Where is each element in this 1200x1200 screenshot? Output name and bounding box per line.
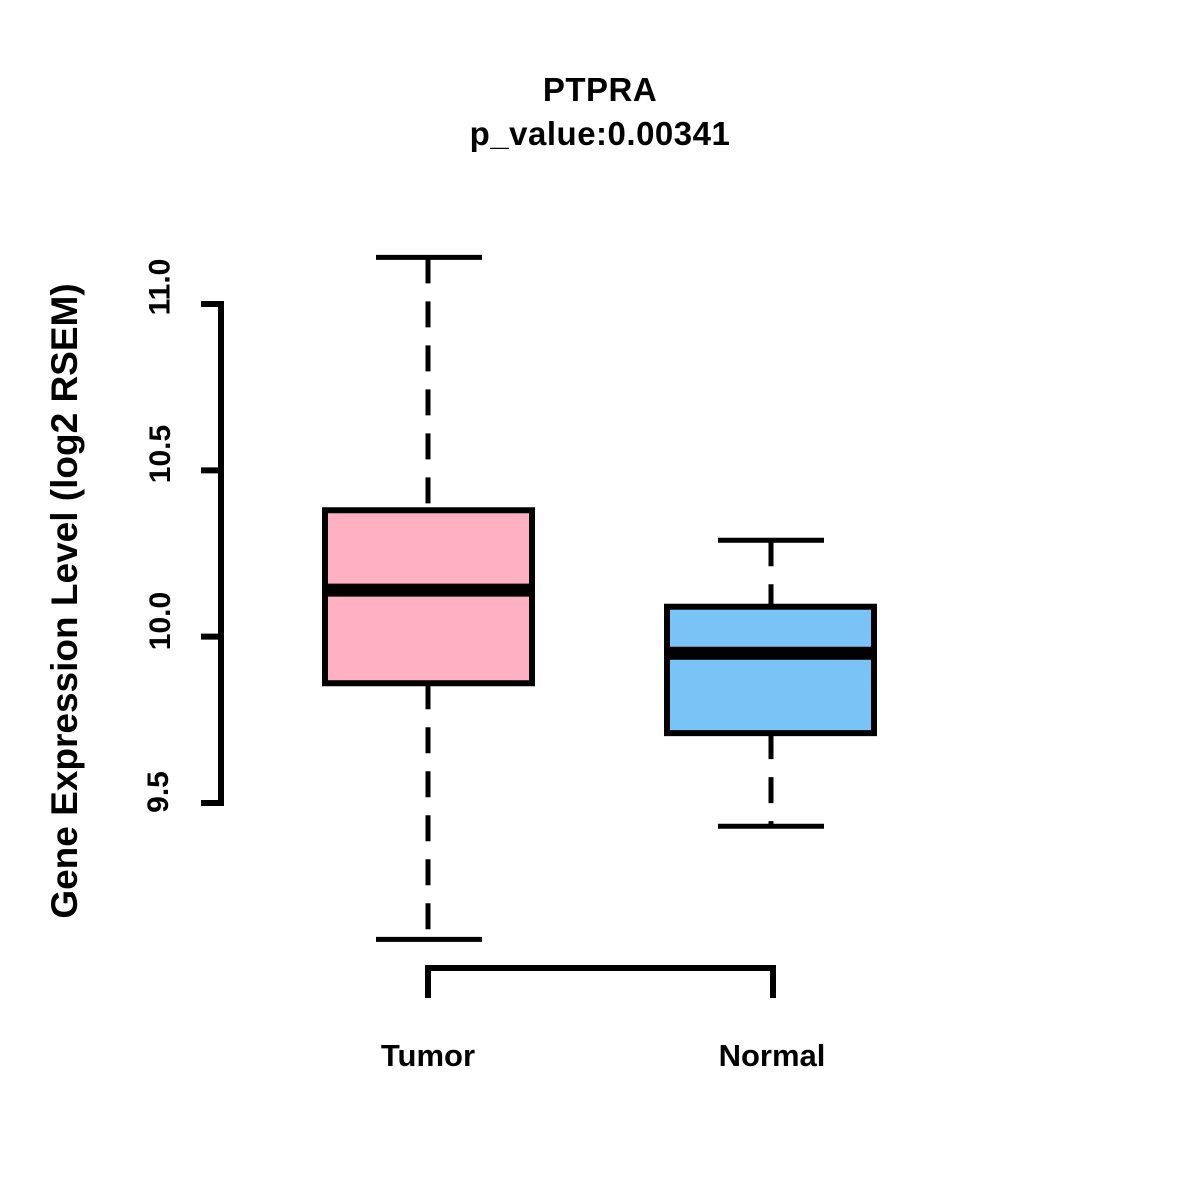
x-tick-label-normal: Normal <box>718 1038 826 1073</box>
tumor-box-rect[interactable] <box>322 507 535 687</box>
normal-box-rect[interactable] <box>664 603 877 737</box>
box-normal[interactable] <box>664 537 877 829</box>
x-axis <box>425 965 776 998</box>
x-tick-label-tumor: Tumor <box>380 1038 476 1073</box>
y-axis <box>201 301 224 806</box>
box-tumor[interactable] <box>322 254 535 942</box>
